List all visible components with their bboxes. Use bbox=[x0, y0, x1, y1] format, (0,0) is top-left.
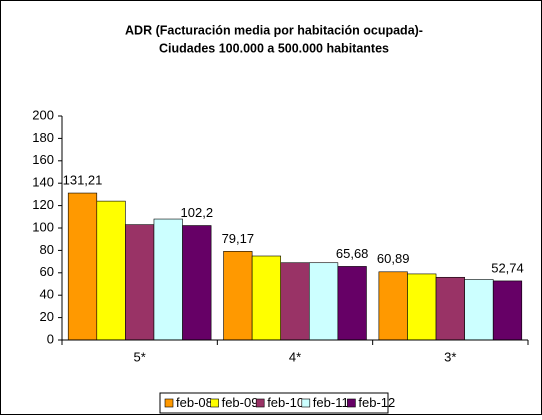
bar bbox=[251, 255, 282, 341]
bar bbox=[182, 225, 212, 341]
legend-swatch bbox=[255, 398, 265, 408]
y-tick-label: 160 bbox=[32, 152, 54, 167]
legend-swatch bbox=[301, 398, 311, 408]
bar bbox=[407, 273, 437, 341]
legend-label: feb-08 bbox=[176, 395, 213, 410]
legend-swatch bbox=[347, 398, 356, 408]
bar bbox=[492, 280, 523, 341]
legend-box bbox=[159, 392, 389, 414]
y-tick-label: 180 bbox=[32, 130, 54, 145]
bar bbox=[337, 266, 367, 341]
chart-title: ADR (Facturación media por habitación oc… bbox=[125, 23, 423, 37]
y-tick-label: 60 bbox=[40, 264, 54, 279]
chart-title: Ciudades 100.000 a 500.000 habitantes bbox=[159, 41, 389, 55]
bar bbox=[308, 262, 339, 341]
legend-label: feb-10 bbox=[267, 395, 304, 410]
data-label: 52,74 bbox=[491, 260, 524, 275]
bar bbox=[153, 218, 183, 341]
y-tick-label: 80 bbox=[40, 242, 54, 257]
bar bbox=[223, 251, 253, 341]
x-tick-label: 4* bbox=[289, 349, 301, 364]
y-tick-label: 0 bbox=[47, 331, 54, 346]
data-label: 102,2 bbox=[181, 205, 214, 220]
y-tick-label: 100 bbox=[32, 219, 54, 234]
legend-swatch bbox=[210, 398, 219, 408]
bar bbox=[378, 271, 408, 341]
legend-label: feb-12 bbox=[358, 395, 395, 410]
bar bbox=[96, 200, 126, 341]
legend-label: feb-11 bbox=[313, 395, 349, 410]
bar bbox=[435, 276, 465, 341]
data-label: 60,89 bbox=[377, 251, 410, 266]
y-tick-label: 140 bbox=[32, 175, 54, 190]
y-tick-label: 120 bbox=[32, 197, 54, 212]
data-label: 79,17 bbox=[222, 231, 255, 246]
bar bbox=[464, 279, 494, 341]
bar bbox=[280, 262, 310, 341]
y-tick-label: 20 bbox=[40, 309, 54, 324]
bar bbox=[125, 224, 155, 341]
data-label: 65,68 bbox=[336, 246, 369, 261]
y-tick-label: 40 bbox=[40, 287, 54, 302]
x-tick-label: 5* bbox=[134, 349, 146, 364]
data-label: 131,21 bbox=[63, 172, 103, 187]
legend-label: feb-09 bbox=[222, 395, 259, 410]
bar bbox=[67, 192, 98, 341]
y-tick-label: 200 bbox=[32, 107, 54, 122]
x-tick-label: 3* bbox=[444, 349, 456, 364]
legend-swatch bbox=[164, 398, 174, 408]
